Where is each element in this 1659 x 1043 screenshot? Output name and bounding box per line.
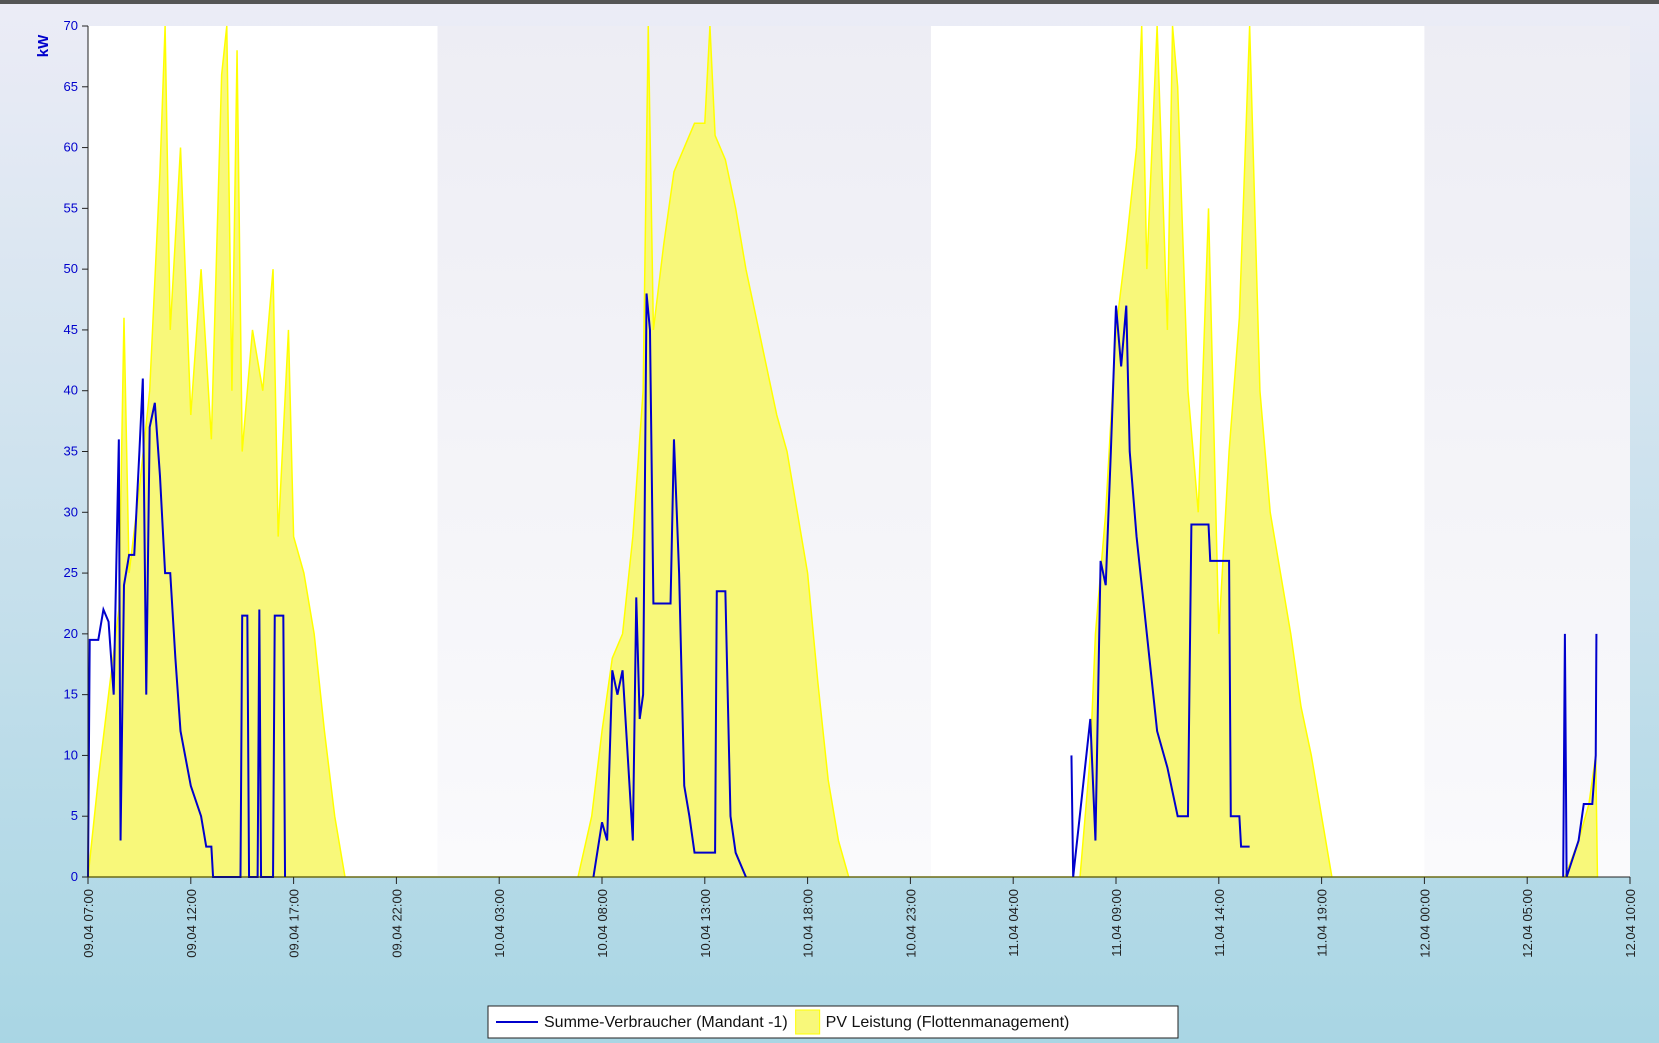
top-border — [0, 0, 1659, 4]
x-tick-label: 11.04 04:00 — [1006, 889, 1021, 957]
legend-box — [487, 1005, 1179, 1039]
x-tick-label: 12.04 00:00 — [1417, 889, 1432, 958]
y-axis-label: kW — [35, 34, 52, 57]
y-tick-label: 65 — [64, 79, 78, 94]
y-tick-label: 50 — [64, 261, 78, 276]
y-tick-label: 40 — [64, 383, 78, 398]
legend-label: Summe-Verbraucher (Mandant -1) — [544, 1014, 788, 1031]
x-tick-label: 09.04 07:00 — [81, 889, 96, 958]
y-tick-label: 55 — [64, 200, 78, 215]
x-tick-label: 10.04 03:00 — [492, 889, 507, 958]
y-tick-label: 70 — [64, 18, 78, 33]
x-tick-label: 10.04 23:00 — [903, 889, 918, 958]
x-tick-label: 10.04 08:00 — [595, 889, 610, 958]
legend-label: PV Leistung (Flottenmanagement) — [826, 1014, 1070, 1031]
legend-swatch — [795, 1009, 821, 1035]
x-tick-label: 12.04 05:00 — [1520, 889, 1535, 958]
y-tick-label: 30 — [64, 504, 78, 519]
y-tick-label: 0 — [71, 869, 78, 884]
x-tick-label: 09.04 22:00 — [389, 889, 404, 958]
x-tick-label: 10.04 18:00 — [801, 889, 816, 958]
pv-area — [87, 25, 1599, 878]
y-tick-label: 25 — [64, 565, 78, 580]
y-tick-label: 15 — [64, 687, 78, 702]
x-tick-label: 09.04 17:00 — [287, 889, 302, 958]
x-tick-label: 10.04 13:00 — [698, 889, 713, 958]
y-tick-label: 20 — [64, 626, 78, 641]
x-tick-label: 11.04 14:00 — [1212, 889, 1227, 957]
x-tick-label: 11.04 19:00 — [1315, 889, 1330, 957]
night-band — [1424, 26, 1630, 877]
y-tick-label: 45 — [64, 322, 78, 337]
consumer-line — [87, 293, 1598, 878]
y-tick-label: 10 — [64, 747, 78, 762]
y-tick-label: 60 — [64, 140, 78, 155]
y-tick-label: 35 — [64, 444, 78, 459]
x-tick-label: 09.04 12:00 — [184, 889, 199, 958]
y-tick-label: 5 — [71, 808, 78, 823]
x-tick-label: 11.04 09:00 — [1109, 889, 1124, 957]
x-tick-label: 12.04 10:00 — [1623, 889, 1638, 958]
